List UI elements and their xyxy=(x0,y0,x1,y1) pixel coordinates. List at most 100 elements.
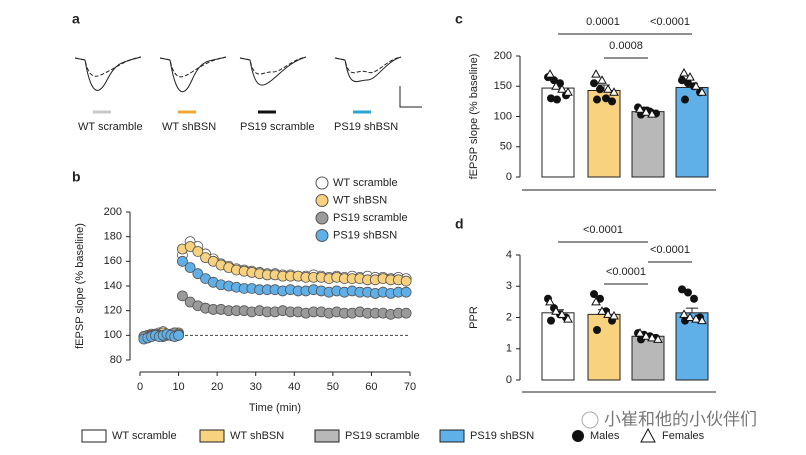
female-point xyxy=(697,315,707,325)
y-tick-label: 2 xyxy=(506,311,512,323)
y-tick-label: 140 xyxy=(104,280,122,292)
legend-label: Males xyxy=(590,430,620,442)
legend-marker xyxy=(572,430,584,442)
significance-label: 0.0001 xyxy=(586,16,620,28)
y-tick-label: 1 xyxy=(506,343,512,355)
legend-label: PS19 shBSN xyxy=(333,229,397,241)
male-point xyxy=(590,290,598,299)
significance-label: <0.0001 xyxy=(650,16,690,28)
female-point xyxy=(545,296,555,306)
significance-label: 0.0008 xyxy=(609,40,643,52)
y-tick-label: 150 xyxy=(494,80,512,92)
legend-label: PS19 shBSN xyxy=(470,430,534,442)
female-point xyxy=(691,314,701,323)
legend-swatch xyxy=(199,429,225,443)
female-point xyxy=(591,296,601,306)
legend-marker xyxy=(315,176,329,190)
male-point xyxy=(593,326,601,334)
y-tick-label: 200 xyxy=(494,50,512,62)
legend-marker xyxy=(640,427,656,443)
female-point xyxy=(679,309,689,318)
female-point xyxy=(557,309,567,318)
male-point xyxy=(684,288,692,297)
female-point xyxy=(609,310,619,320)
male-point xyxy=(684,79,692,88)
male-point xyxy=(602,94,610,103)
panel-label: c xyxy=(455,11,463,27)
x-tick-label: 40 xyxy=(288,381,300,393)
y-tick-label: 3 xyxy=(506,280,512,292)
legend-label: WT shBSN xyxy=(230,430,284,442)
significance-label: <0.0001 xyxy=(583,224,623,236)
male-point xyxy=(678,285,686,294)
legend-label: WT shBSN xyxy=(333,194,387,206)
bar xyxy=(631,335,665,381)
female-point xyxy=(691,81,701,90)
trace-control xyxy=(239,56,307,75)
panel-label: b xyxy=(72,169,81,185)
female-point xyxy=(557,84,567,93)
data-point xyxy=(177,255,188,267)
x-tick-label: 50 xyxy=(327,381,339,393)
female-point xyxy=(609,87,619,96)
data-point xyxy=(400,307,412,319)
female-point xyxy=(551,81,561,90)
female-point xyxy=(597,306,607,315)
error-bar xyxy=(686,307,698,313)
female-point xyxy=(545,69,555,78)
female-point xyxy=(653,334,663,343)
legend-marker xyxy=(315,229,329,242)
scale-bar xyxy=(399,86,422,108)
male-point xyxy=(547,316,555,325)
legend-swatch xyxy=(81,429,107,443)
legend-marker xyxy=(315,211,329,225)
significance-label: <0.0001 xyxy=(606,266,646,278)
trace xyxy=(159,56,227,93)
male-point xyxy=(593,95,601,104)
y-axis-label: PPR xyxy=(468,306,480,329)
watermark: 小崔和他的小伙伴们 xyxy=(604,410,757,430)
male-point xyxy=(590,79,598,88)
male-point xyxy=(690,294,698,303)
female-point xyxy=(635,328,645,337)
female-point xyxy=(679,67,689,77)
legend-label: PS19 scramble xyxy=(333,212,408,224)
trace-label: WT scramble xyxy=(78,121,143,133)
male-point xyxy=(596,85,604,94)
female-point xyxy=(563,87,573,96)
legend-swatch xyxy=(439,429,465,443)
female-point xyxy=(647,332,657,342)
y-axis-label: fEPSP slope (% baseline) xyxy=(74,223,86,349)
x-tick-label: 70 xyxy=(404,381,416,393)
panel-label: a xyxy=(72,11,80,27)
y-tick-label: 4 xyxy=(506,249,512,261)
x-tick-label: 30 xyxy=(250,381,262,393)
x-tick-label: 10 xyxy=(172,381,184,393)
trace-control xyxy=(334,56,402,74)
legend-label: Females xyxy=(662,430,705,442)
bar xyxy=(587,89,621,178)
y-axis-label: fEPSP slope (% baseline) xyxy=(468,54,480,180)
trace xyxy=(239,56,307,86)
y-tick-label: 200 xyxy=(104,206,122,218)
trace-label: PS19 shBSN xyxy=(334,121,398,133)
y-tick-label: 160 xyxy=(104,255,122,267)
y-tick-label: 100 xyxy=(494,110,512,122)
y-tick-label: 50 xyxy=(500,141,512,153)
trace xyxy=(74,56,142,91)
female-point xyxy=(641,107,651,116)
male-point xyxy=(553,95,561,104)
bar xyxy=(541,312,575,381)
female-point xyxy=(647,109,657,118)
female-point xyxy=(603,309,613,318)
female-point xyxy=(551,306,561,315)
female-point xyxy=(597,75,607,84)
bar xyxy=(587,313,621,381)
legend-label: WT scramble xyxy=(333,177,398,189)
panel-label: d xyxy=(455,216,464,232)
trace-control xyxy=(159,56,227,78)
data-point xyxy=(400,286,412,298)
legend-label: WT scramble xyxy=(112,430,177,442)
data-point xyxy=(184,262,196,273)
